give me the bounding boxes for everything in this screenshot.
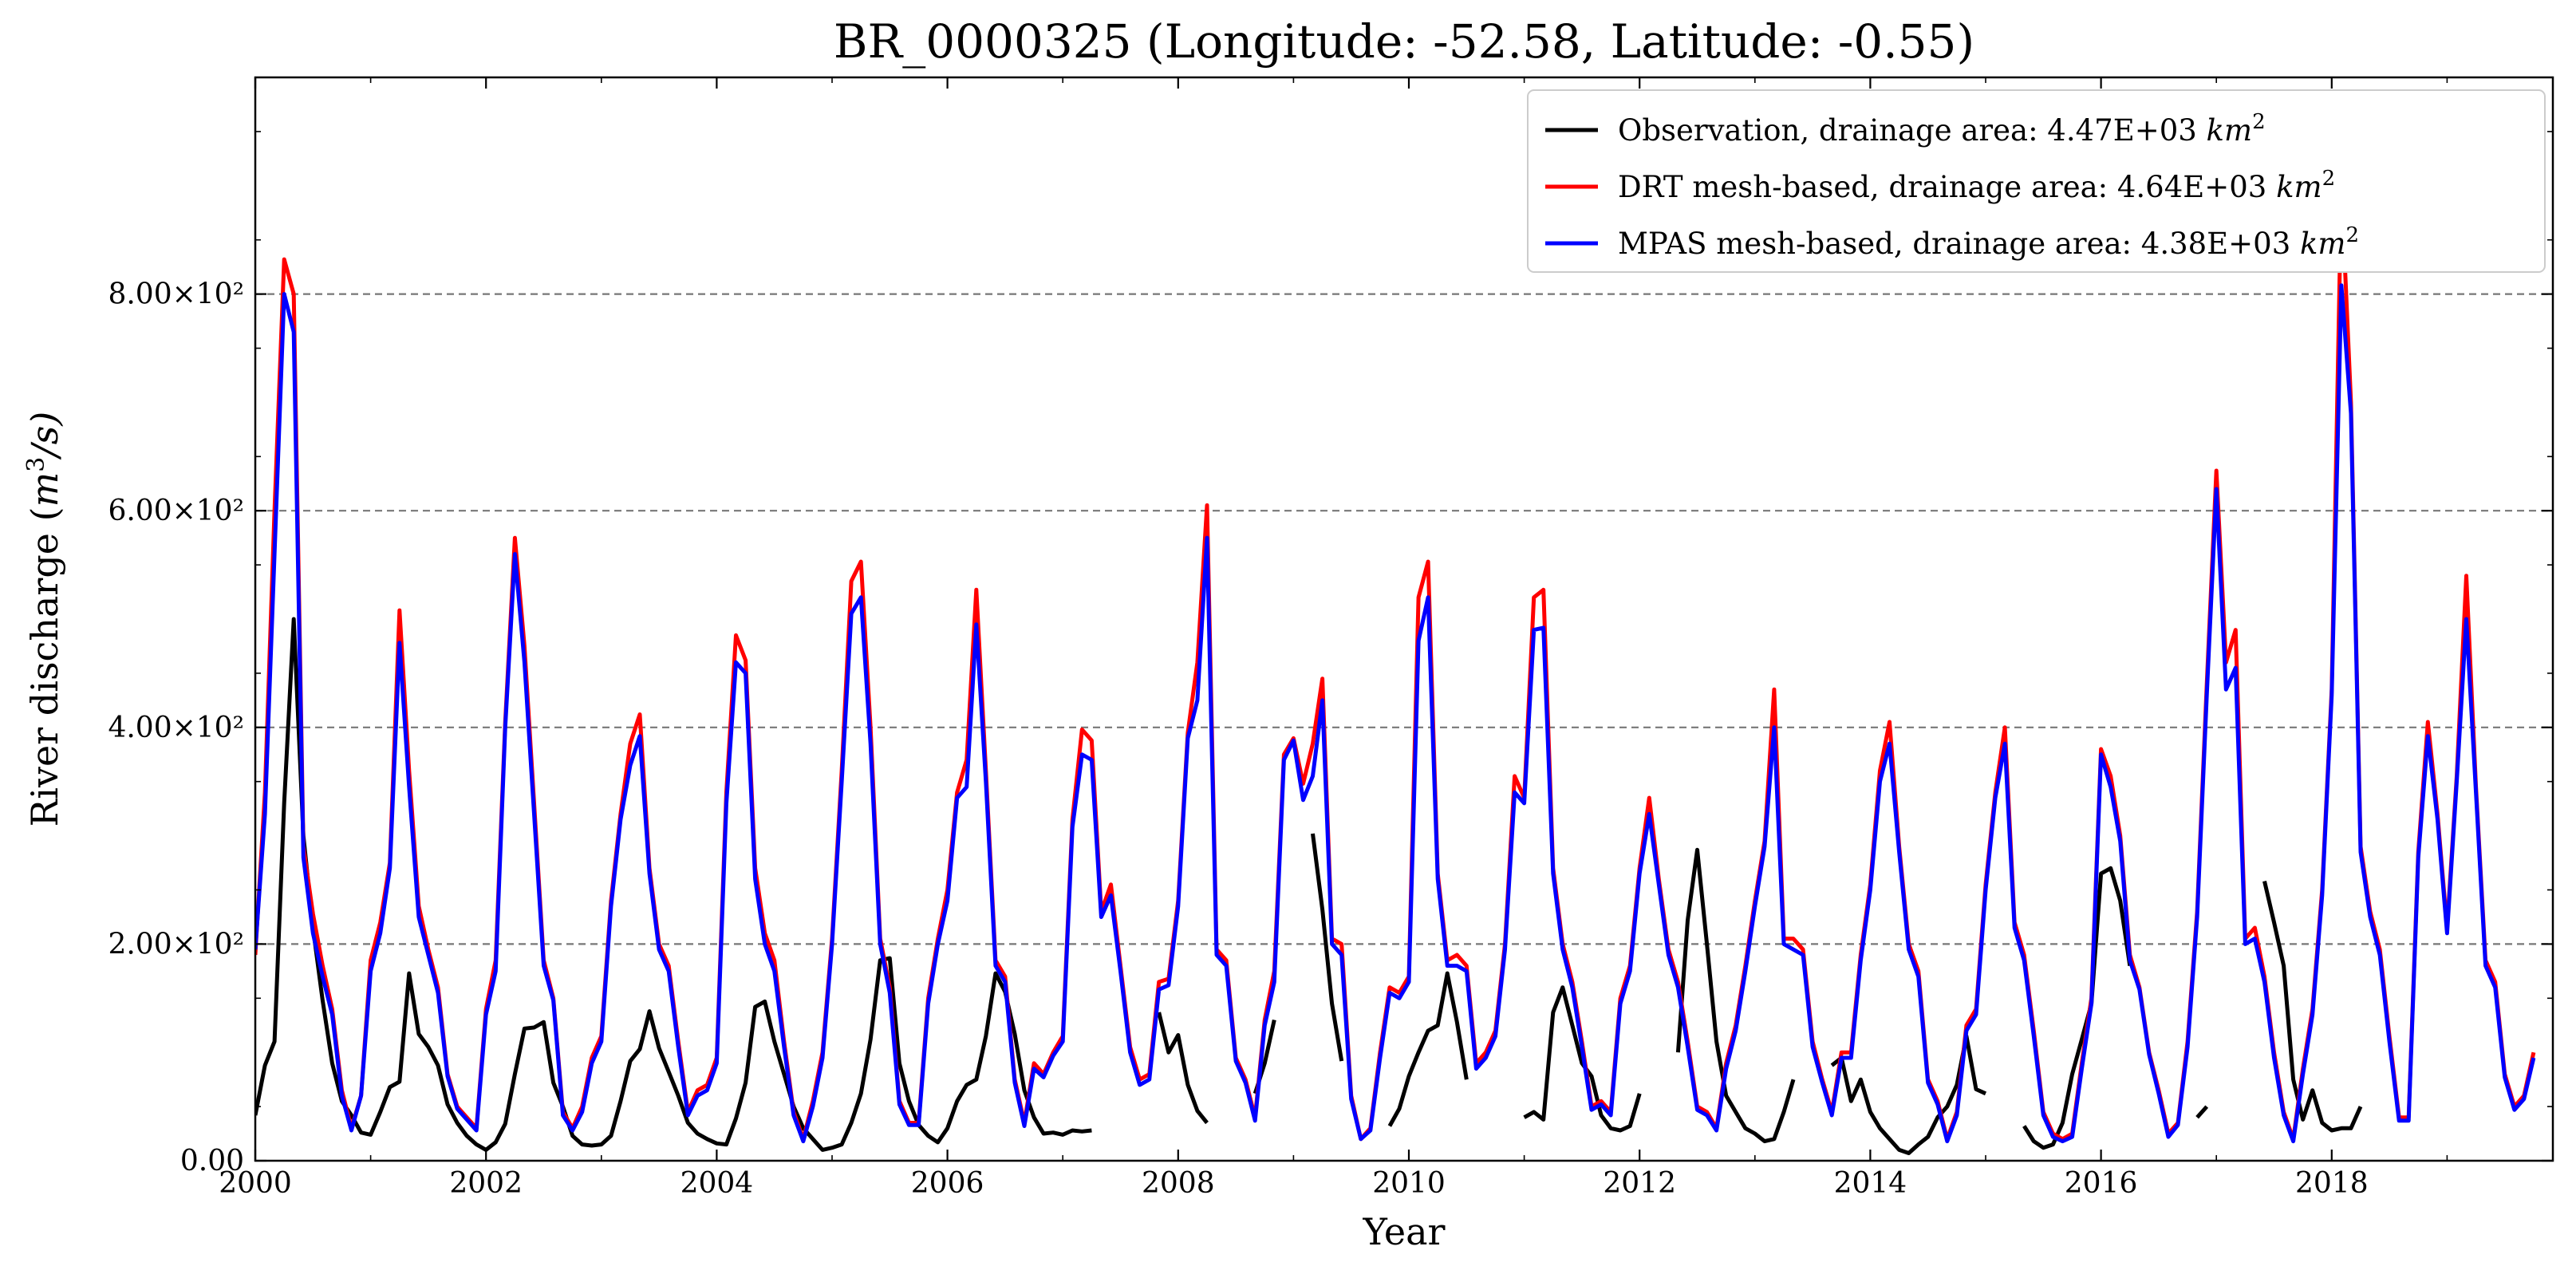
x-tick-label: 2010 xyxy=(1372,1167,1446,1200)
y-tick-label: 8.00×10² xyxy=(108,278,244,311)
gridlines xyxy=(255,293,2553,945)
x-tick-label: 2014 xyxy=(1834,1167,1907,1200)
legend-entry: MPAS mesh-based, drainage area: 4.38E+03… xyxy=(1618,223,2359,261)
x-axis-label: Year xyxy=(1362,1210,1445,1253)
x-tick-label: 2012 xyxy=(1603,1167,1676,1200)
x-tick-label: 2006 xyxy=(911,1167,984,1200)
legend-entry: Observation, drainage area: 4.47E+03 km2 xyxy=(1618,110,2266,148)
x-tick-label: 2016 xyxy=(2065,1167,2138,1200)
x-tick-label: 2018 xyxy=(2295,1167,2369,1200)
y-tick-label: 4.00×10² xyxy=(108,712,244,744)
x-tick-label: 2000 xyxy=(219,1167,292,1200)
axis-ticks: 0.00 2.00×10² 4.00×10² 6.00×10² 8.00×10² 2000… xyxy=(108,77,2553,1200)
y-tick-label: 0.00 xyxy=(180,1145,244,1177)
legend: Observation, drainage area: 4.47E+03 km2… xyxy=(1527,89,2546,273)
y-tick-label: 2.00×10² xyxy=(108,928,244,960)
x-tick-label: 2004 xyxy=(680,1167,754,1200)
series-line xyxy=(255,283,2536,1144)
chart-title: BR_0000325 (Longitude: -52.58, Latitude:… xyxy=(834,14,1974,69)
x-tick-label: 2002 xyxy=(449,1167,523,1200)
legend-entry: DRT mesh-based, drainage area: 4.64E+03 … xyxy=(1618,167,2335,204)
plot-frame xyxy=(254,76,2554,1162)
legend-box xyxy=(1527,89,2546,273)
y-axis-label: River discharge (m3/s) xyxy=(22,412,67,827)
x-tick-label: 2008 xyxy=(1142,1167,1215,1200)
y-tick-label: 6.00×10² xyxy=(108,495,244,527)
series-lines xyxy=(255,183,2536,1155)
series-line xyxy=(255,617,2363,1155)
